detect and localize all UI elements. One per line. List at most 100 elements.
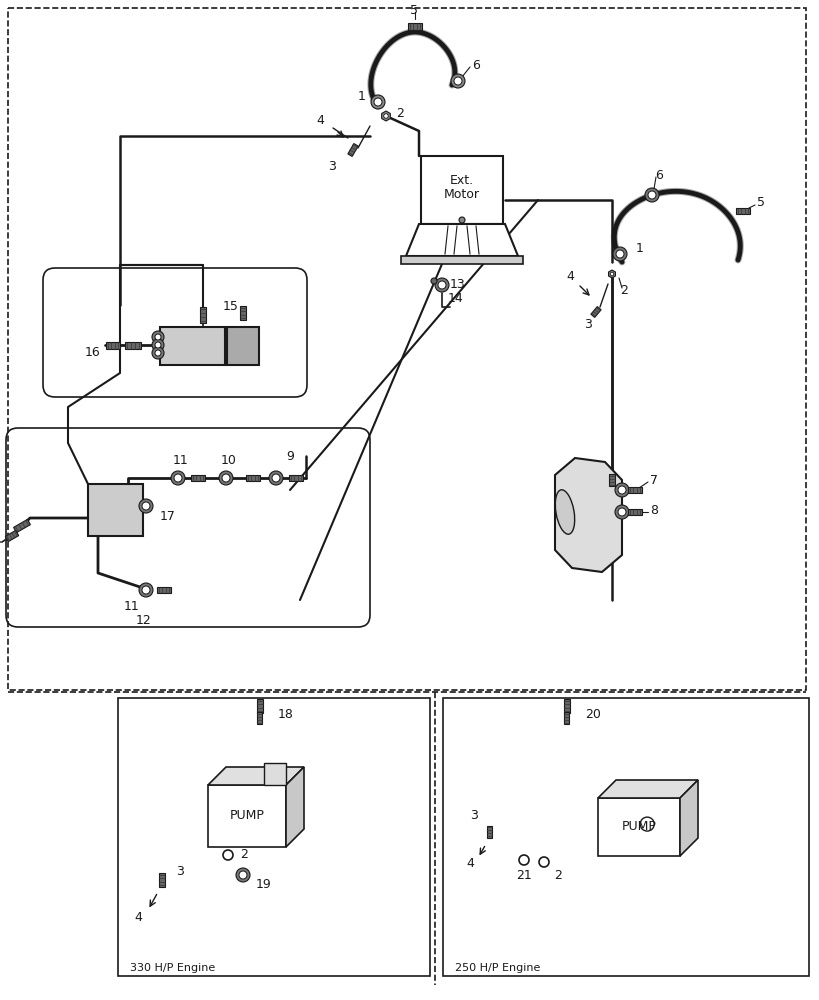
Text: 2: 2 xyxy=(619,284,627,296)
Circle shape xyxy=(155,342,161,348)
Bar xyxy=(118,698,429,976)
Text: 14: 14 xyxy=(447,292,464,306)
Circle shape xyxy=(434,278,449,292)
Polygon shape xyxy=(381,111,390,121)
Text: Ext.: Ext. xyxy=(450,174,473,187)
Bar xyxy=(420,156,502,224)
Polygon shape xyxy=(246,475,260,481)
Polygon shape xyxy=(563,699,569,713)
Circle shape xyxy=(640,817,654,831)
Circle shape xyxy=(437,281,446,289)
Polygon shape xyxy=(627,509,641,515)
Polygon shape xyxy=(554,458,622,572)
Text: 11: 11 xyxy=(173,454,188,466)
Text: 7: 7 xyxy=(649,474,657,487)
Text: 21: 21 xyxy=(515,869,531,882)
Polygon shape xyxy=(257,712,262,724)
Circle shape xyxy=(152,339,164,351)
Polygon shape xyxy=(286,767,304,847)
Circle shape xyxy=(609,272,613,276)
Circle shape xyxy=(269,471,283,485)
Polygon shape xyxy=(191,475,205,481)
Circle shape xyxy=(223,850,233,860)
Text: 4: 4 xyxy=(315,114,324,127)
Text: 13: 13 xyxy=(450,278,465,292)
Ellipse shape xyxy=(554,490,574,534)
Polygon shape xyxy=(288,475,303,481)
Circle shape xyxy=(238,871,247,879)
Text: 6: 6 xyxy=(472,59,479,72)
Text: 330 H/P Engine: 330 H/P Engine xyxy=(130,963,215,973)
Circle shape xyxy=(139,499,153,513)
Circle shape xyxy=(222,474,229,482)
Polygon shape xyxy=(156,587,171,593)
Text: 8: 8 xyxy=(649,504,657,516)
Text: 2: 2 xyxy=(396,107,404,120)
Text: 12: 12 xyxy=(136,613,152,626)
Bar xyxy=(264,763,286,785)
Text: 3: 3 xyxy=(583,318,591,330)
Text: 3: 3 xyxy=(176,865,183,878)
Circle shape xyxy=(142,502,150,510)
Polygon shape xyxy=(487,826,492,838)
Polygon shape xyxy=(14,519,30,533)
Text: 9: 9 xyxy=(286,450,293,462)
Polygon shape xyxy=(563,712,569,724)
Circle shape xyxy=(518,855,528,865)
Text: 19: 19 xyxy=(256,878,271,891)
Circle shape xyxy=(142,586,150,594)
Bar xyxy=(597,798,679,856)
Bar xyxy=(8,8,805,690)
Bar xyxy=(227,327,259,365)
Text: 18: 18 xyxy=(278,708,293,720)
Text: 2: 2 xyxy=(240,848,247,861)
Circle shape xyxy=(459,217,464,223)
Circle shape xyxy=(155,334,161,340)
Bar xyxy=(208,785,286,847)
Text: 250 H/P Engine: 250 H/P Engine xyxy=(455,963,540,973)
Circle shape xyxy=(615,250,623,258)
Text: 6: 6 xyxy=(654,169,662,182)
Text: 1: 1 xyxy=(358,90,365,103)
Bar xyxy=(400,256,523,264)
Text: 5: 5 xyxy=(410,4,418,17)
Circle shape xyxy=(373,98,382,106)
Circle shape xyxy=(450,74,464,88)
Circle shape xyxy=(370,95,385,109)
Polygon shape xyxy=(200,307,206,323)
Text: 1: 1 xyxy=(636,241,643,254)
Circle shape xyxy=(236,868,250,882)
Polygon shape xyxy=(159,873,165,887)
Circle shape xyxy=(538,857,549,867)
Bar xyxy=(88,484,143,536)
Polygon shape xyxy=(256,699,263,713)
Polygon shape xyxy=(405,224,518,256)
Circle shape xyxy=(152,331,164,343)
Circle shape xyxy=(647,191,655,199)
Polygon shape xyxy=(609,474,614,486)
Polygon shape xyxy=(590,307,600,317)
Circle shape xyxy=(613,247,627,261)
Circle shape xyxy=(155,350,161,356)
Bar xyxy=(160,327,224,365)
Circle shape xyxy=(645,188,658,202)
Circle shape xyxy=(618,508,625,516)
Text: 4: 4 xyxy=(133,911,142,924)
Polygon shape xyxy=(608,270,615,278)
Text: Motor: Motor xyxy=(443,188,479,202)
Text: 11: 11 xyxy=(124,599,139,612)
Text: 20: 20 xyxy=(584,708,600,720)
Circle shape xyxy=(618,486,625,494)
Polygon shape xyxy=(347,144,358,156)
Polygon shape xyxy=(208,767,304,785)
Polygon shape xyxy=(5,530,19,542)
Bar xyxy=(442,698,808,976)
Text: 5: 5 xyxy=(756,196,764,210)
Text: PUMP: PUMP xyxy=(621,820,656,833)
Text: 2: 2 xyxy=(554,869,561,882)
Polygon shape xyxy=(106,342,120,349)
Polygon shape xyxy=(627,487,641,493)
Text: 3: 3 xyxy=(328,160,336,173)
Text: 4: 4 xyxy=(565,269,573,282)
Polygon shape xyxy=(597,780,697,798)
